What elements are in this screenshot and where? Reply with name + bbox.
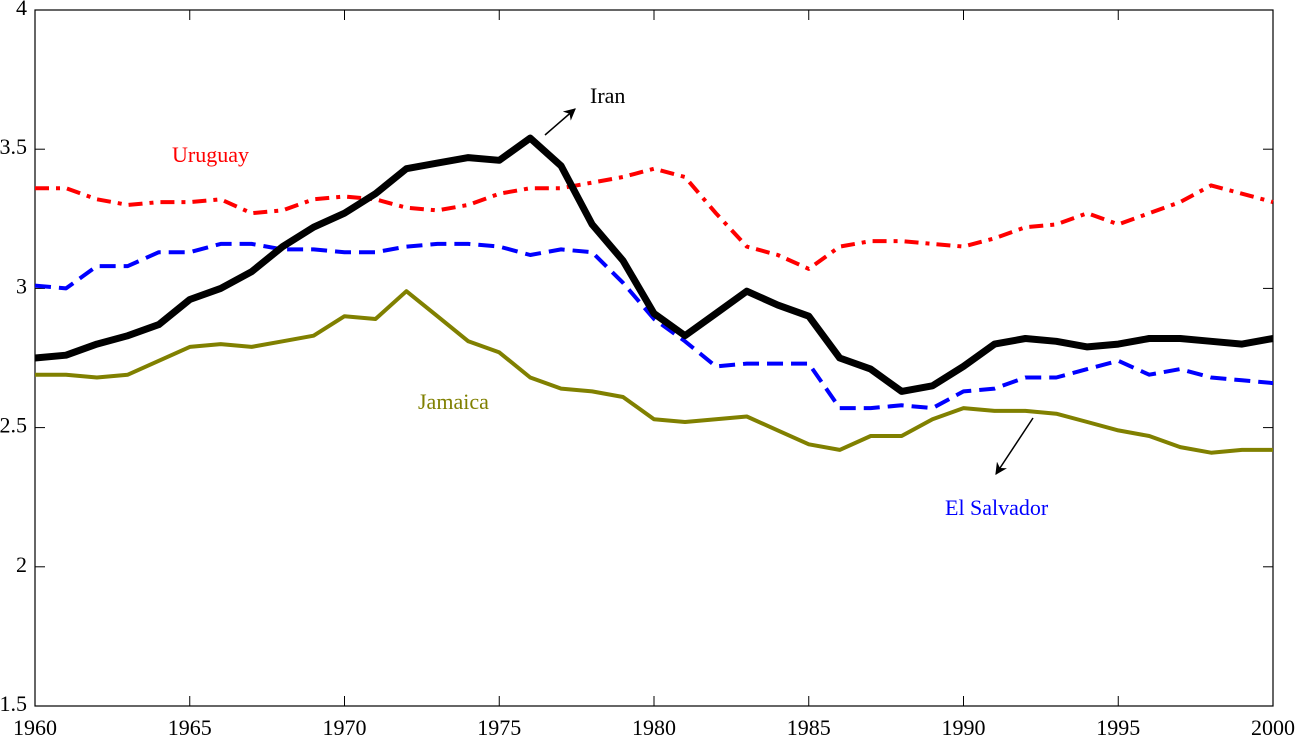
y-tick-label: 1.5 xyxy=(0,691,27,716)
x-tick-label: 1970 xyxy=(323,715,367,740)
y-tick-label: 3 xyxy=(16,273,27,298)
series-line xyxy=(34,241,1274,411)
x-tick-label: 1985 xyxy=(787,715,831,740)
x-tick-label: 1975 xyxy=(477,715,521,740)
series-label: Jamaica xyxy=(418,389,489,414)
y-tick-label: 3.5 xyxy=(0,134,27,159)
el-salvador-arrow xyxy=(995,417,1034,476)
series-line xyxy=(35,289,1273,455)
series-label: El Salvador xyxy=(945,495,1049,520)
x-tick-label: 2000 xyxy=(1251,715,1295,740)
series-label: Iran xyxy=(590,83,626,108)
x-tick-label: 1980 xyxy=(632,715,676,740)
x-tick-label: 1965 xyxy=(168,715,212,740)
y-tick-label: 2 xyxy=(16,552,27,577)
y-tick-label: 4 xyxy=(16,0,27,20)
series-line xyxy=(35,166,1274,271)
axes-box xyxy=(34,9,1274,707)
x-tick-label: 1960 xyxy=(13,715,57,740)
series-label: Uruguay xyxy=(172,142,249,167)
y-tick-label: 2.5 xyxy=(0,413,27,438)
x-tick-label: 1990 xyxy=(942,715,986,740)
series-line xyxy=(34,134,1274,395)
x-tick-label: 1995 xyxy=(1096,715,1140,740)
iran-arrow xyxy=(544,108,576,136)
